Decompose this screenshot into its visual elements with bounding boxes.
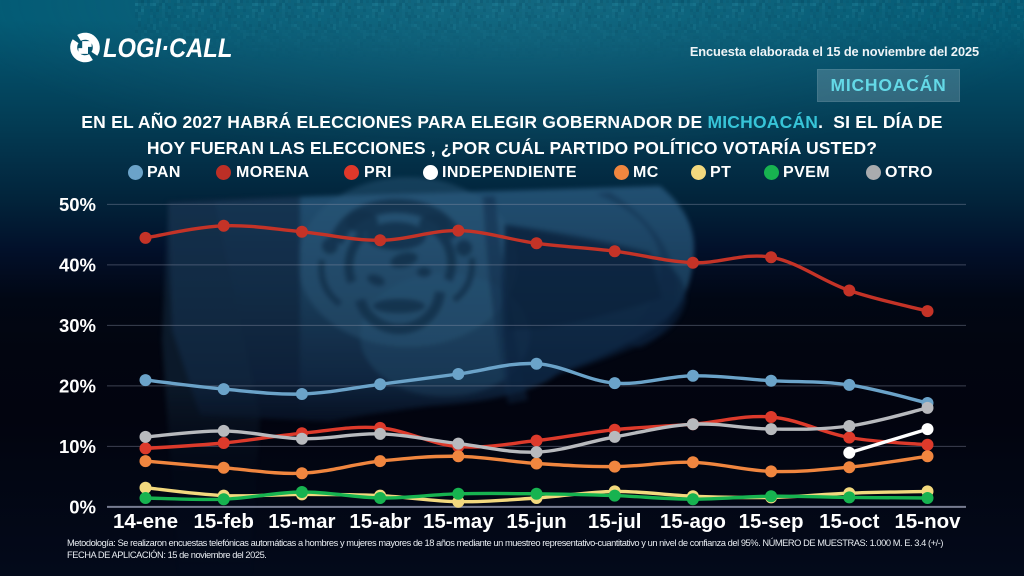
svg-text:20%: 20% (59, 375, 96, 396)
svg-text:0%: 0% (69, 496, 96, 517)
svg-text:15-jun: 15-jun (506, 510, 566, 533)
svg-text:15-jul: 15-jul (588, 510, 642, 533)
svg-text:15-nov: 15-nov (894, 510, 961, 533)
svg-text:15-ago: 15-ago (660, 510, 726, 533)
svg-text:40%: 40% (59, 254, 96, 275)
svg-text:15-may: 15-may (423, 510, 494, 533)
svg-text:14-ene: 14-ene (113, 510, 178, 533)
svg-text:15-mar: 15-mar (268, 510, 335, 533)
svg-text:15-feb: 15-feb (194, 510, 254, 533)
svg-text:10%: 10% (59, 436, 96, 457)
svg-text:30%: 30% (59, 315, 96, 336)
svg-text:15-sep: 15-sep (739, 510, 804, 533)
svg-text:50%: 50% (59, 194, 96, 215)
svg-text:15-oct: 15-oct (819, 510, 880, 533)
svg-text:15-abr: 15-abr (349, 510, 411, 533)
